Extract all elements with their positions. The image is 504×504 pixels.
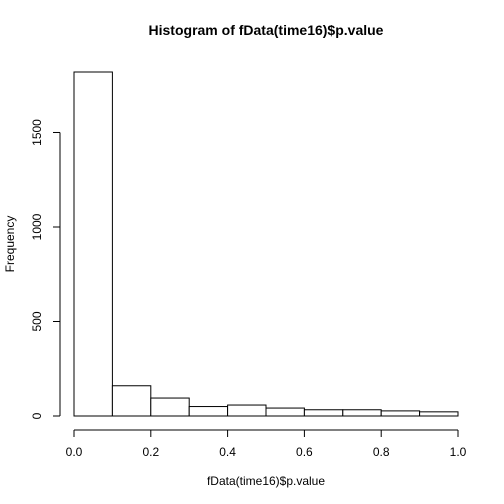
x-tick-label: 0.0 [66,445,83,459]
histogram-bar-5 [265,407,305,417]
histogram-bar-4 [227,404,267,417]
bars-group [73,71,459,417]
x-tick-label: 0.8 [373,445,390,459]
histogram-bar-9 [419,411,459,417]
histogram-bar-0 [73,71,113,417]
histogram-bar-7 [342,409,382,417]
x-axis-label: fData(time16)$p.value [207,474,325,488]
histogram-bar-2 [150,397,190,417]
y-axis: 0 500 1000 1500 [30,119,61,419]
x-tick-label: 0.6 [296,445,313,459]
y-tick-label: 500 [30,311,44,331]
histogram-bar-1 [111,385,152,417]
y-tick-label: 0 [30,412,44,419]
x-axis: 0.0 0.2 0.4 0.6 0.8 1.0 [66,429,467,459]
y-tick-label: 1000 [30,213,44,240]
chart-title: Histogram of fData(time16)$p.value [149,22,384,38]
y-axis-label: Frequency [3,216,17,273]
x-tick-label: 1.0 [450,445,467,459]
y-tick-label: 1500 [30,119,44,146]
histogram-bar-6 [303,409,344,417]
x-tick-label: 0.2 [142,445,159,459]
x-tick-label: 0.4 [219,445,236,459]
histogram-bar-3 [188,406,229,417]
histogram-bar-8 [380,410,421,417]
